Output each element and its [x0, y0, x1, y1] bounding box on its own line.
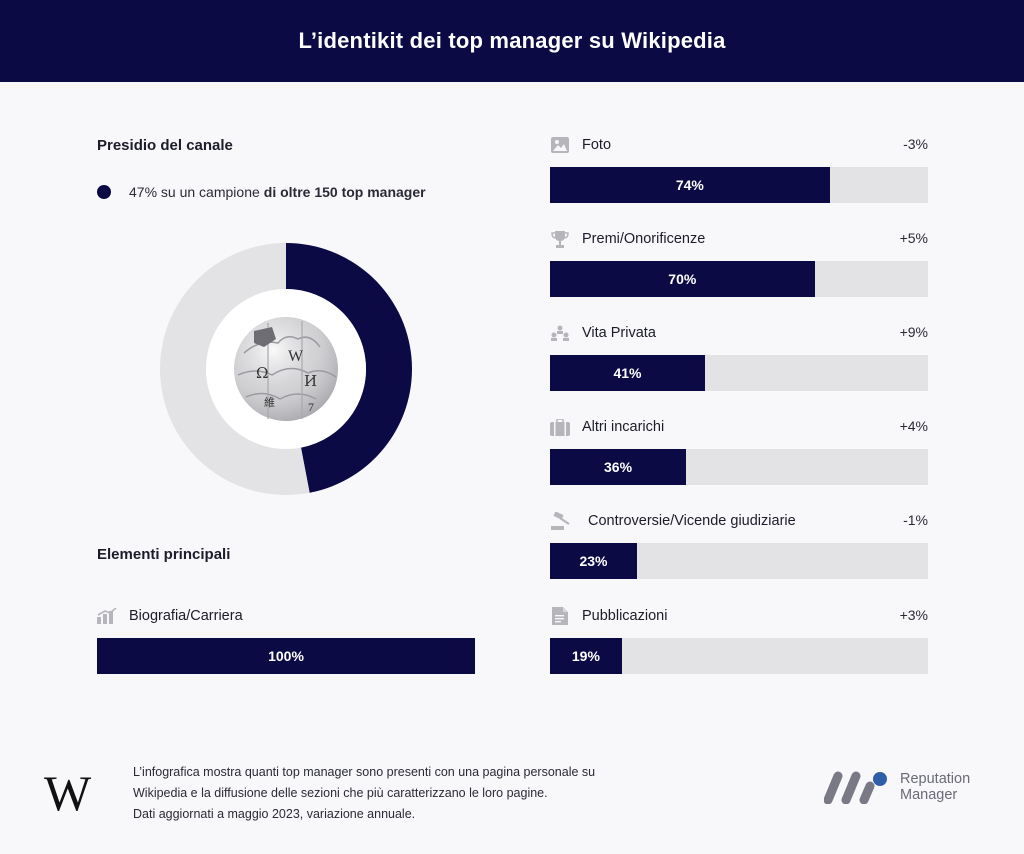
reputation-manager-logo: Reputation Manager	[824, 770, 970, 804]
brand-line: Manager	[900, 787, 958, 803]
bar-vita-privata: Vita Privata +9% 41%	[550, 323, 928, 391]
bar-fill: 100%	[97, 638, 475, 674]
legend-dot	[97, 185, 111, 199]
wikipedia-globe-icon: W Ω И 維 7	[234, 317, 338, 421]
footer-note: L’infografica mostra quanti top manager …	[133, 762, 693, 825]
legend-bold-text: di oltre 150 top manager	[263, 184, 426, 200]
presidio-donut-chart: W Ω И 維 7	[160, 243, 412, 495]
bar-fill: 36%	[550, 449, 687, 485]
family-tree-icon	[550, 324, 570, 342]
briefcase-icon	[550, 418, 570, 436]
bar-value-label: 19%	[571, 648, 600, 664]
image-icon	[550, 136, 570, 154]
svg-text:維: 維	[264, 396, 275, 409]
bar-value-label: 23%	[579, 553, 608, 569]
bar-change: -3%	[903, 136, 928, 152]
bar-label: Foto	[582, 137, 612, 153]
bar-label: Premi/Onorificenze	[582, 231, 706, 247]
bar-track: 100%	[97, 638, 475, 674]
bar-controversie: Controversie/Vicende giudiziarie -1% 23%	[550, 511, 928, 579]
donut-legend: 47% su un campione di oltre 150 top mana…	[97, 184, 430, 200]
bar-premi: Premi/Onorificenze +5% 70%	[550, 229, 928, 297]
document-icon	[550, 607, 570, 625]
bar-altri-incarichi: Altri incarichi +4% 36%	[550, 417, 928, 485]
bar-fill: 19%	[550, 638, 622, 674]
wikipedia-logo: W	[44, 765, 91, 821]
svg-text:И: И	[304, 372, 317, 390]
brand-name: Reputation Manager	[900, 771, 970, 803]
bar-foto: Foto -3% 74%	[550, 135, 928, 203]
bar-label: Controversie/Vicende giudiziarie	[588, 513, 796, 529]
header-bar: L’identikit dei top manager su Wikipedia	[0, 0, 1024, 82]
brand-line: Reputation	[900, 771, 971, 787]
bar-change: +5%	[899, 230, 928, 246]
bar-label: Altri incarichi	[582, 419, 665, 435]
reputation-manager-mark-icon	[824, 771, 887, 804]
footer-line: Dati aggiornati a maggio 2023, variazion…	[133, 807, 416, 821]
page-title: L’identikit dei top manager su Wikipedia	[298, 28, 726, 53]
svg-text:7: 7	[308, 400, 314, 414]
gavel-icon	[550, 512, 576, 530]
legend-text: su un campione	[160, 184, 260, 200]
bar-pubblicazioni: Pubblicazioni +3% 19%	[550, 606, 928, 674]
bar-label: Vita Privata	[582, 325, 656, 341]
bar-value-label: 100%	[268, 648, 304, 664]
bar-track: 19%	[550, 638, 928, 674]
bar-value-label: 41%	[613, 365, 642, 381]
bar-fill: 41%	[550, 355, 705, 391]
growth-chart-icon	[97, 607, 117, 625]
bar-track: 23%	[550, 543, 928, 579]
bar-track: 41%	[550, 355, 928, 391]
bar-value-label: 70%	[668, 271, 697, 287]
bar-track: 74%	[550, 167, 928, 203]
bar-label: Pubblicazioni	[582, 608, 668, 624]
bar-change: -1%	[903, 512, 928, 528]
svg-text:W: W	[288, 348, 304, 365]
bar-fill: 23%	[550, 543, 637, 579]
presidio-title: Presidio del canale	[97, 137, 233, 154]
trophy-icon	[550, 230, 570, 248]
bar-change: +4%	[899, 418, 928, 434]
legend-value: 47%	[129, 184, 158, 200]
bar-label: Biografia/Carriera	[129, 608, 243, 624]
elementi-title: Elementi principali	[97, 546, 231, 563]
bar-biografia: Biografia/Carriera 100%	[97, 606, 475, 674]
footer-line: L’infografica mostra quanti top manager …	[133, 765, 596, 779]
bar-value-label: 36%	[604, 459, 633, 475]
bar-change: +3%	[899, 607, 928, 623]
bar-track: 36%	[550, 449, 928, 485]
bar-fill: 70%	[550, 261, 815, 297]
bar-change: +9%	[899, 324, 928, 340]
footer-line: Wikipedia e la diffusione delle sezioni …	[133, 786, 548, 800]
bar-track: 70%	[550, 261, 928, 297]
bar-fill: 74%	[550, 167, 830, 203]
svg-text:Ω: Ω	[256, 364, 268, 382]
donut-slice-presidio	[286, 243, 412, 493]
donut-slice-rest	[160, 243, 310, 495]
bar-value-label: 74%	[675, 177, 704, 193]
